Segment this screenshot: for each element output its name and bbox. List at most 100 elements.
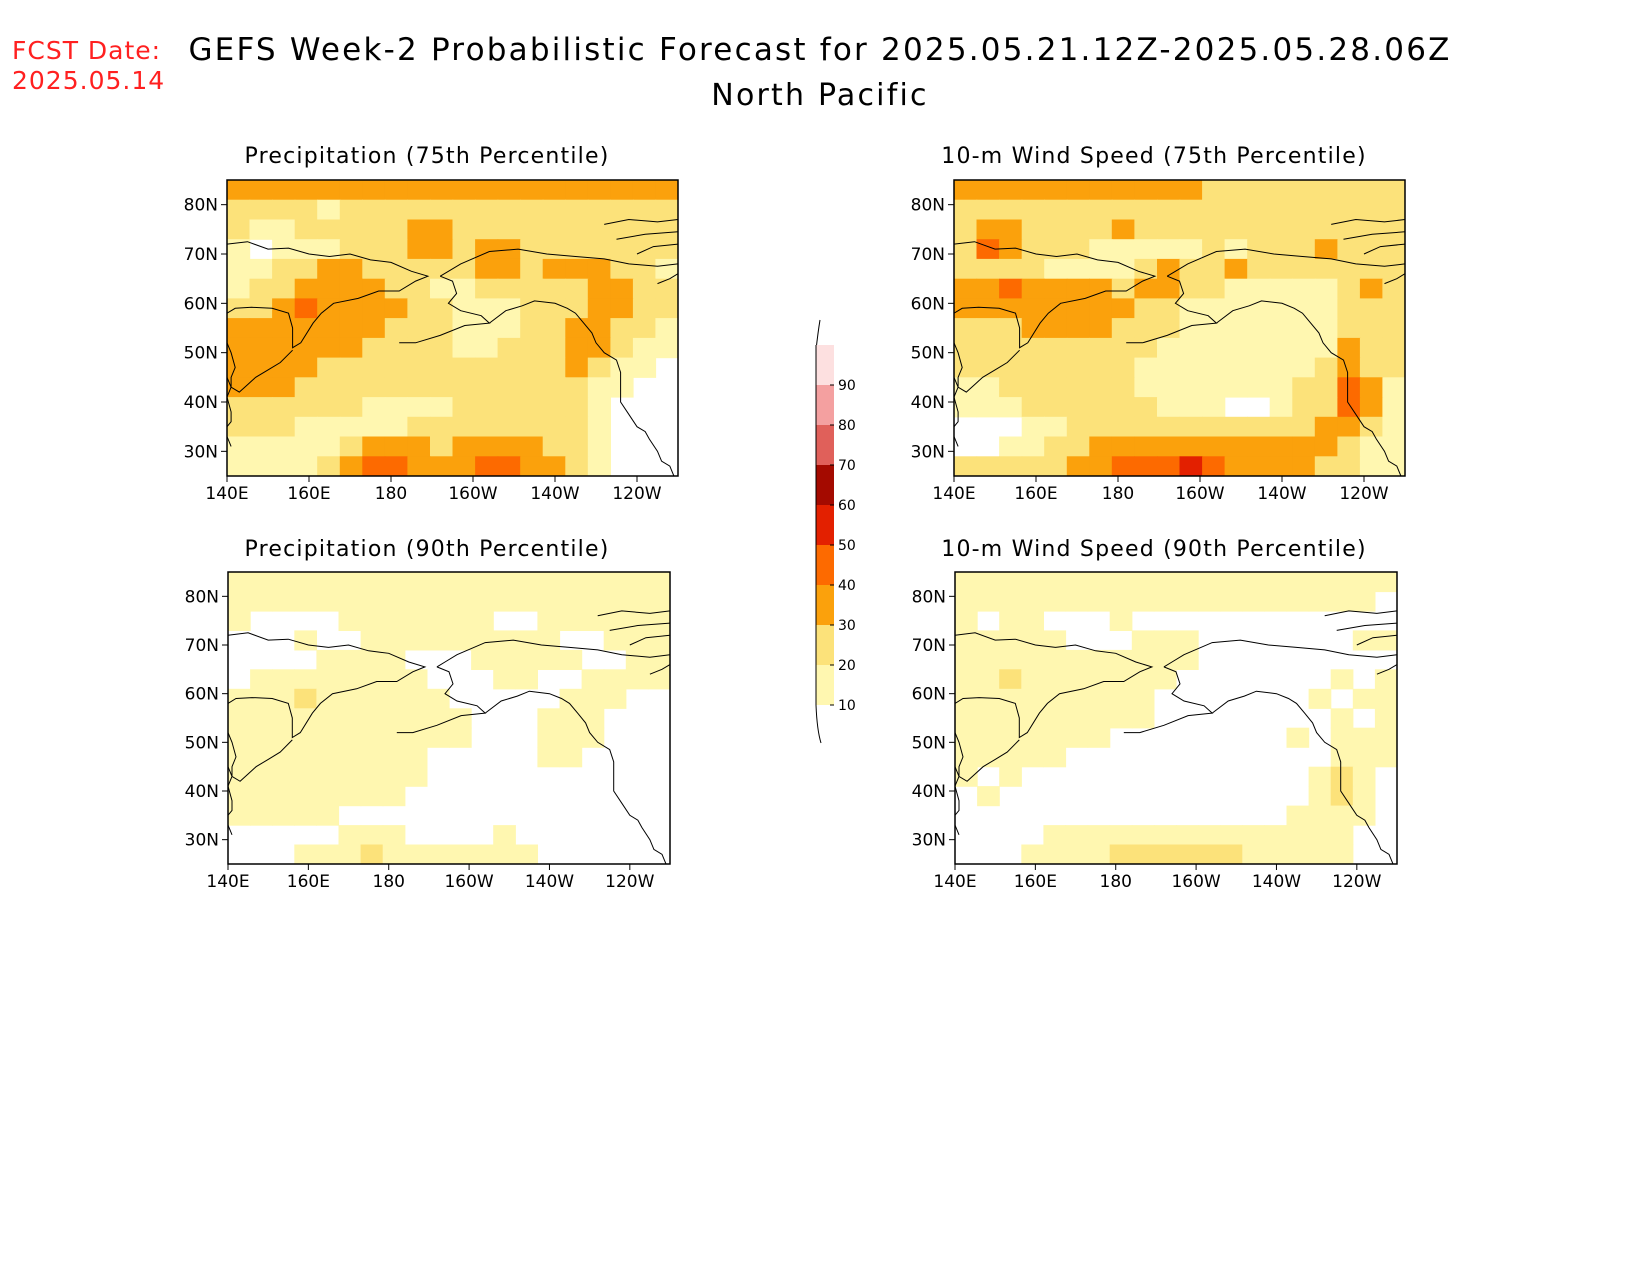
- field-cell: [362, 436, 386, 457]
- field-cell: [565, 278, 589, 299]
- field-cell: [1021, 377, 1045, 398]
- field-cell: [407, 436, 431, 457]
- field-cell: [1292, 397, 1316, 418]
- field-cell: [1021, 180, 1045, 201]
- lat-tick-label: 30N: [185, 831, 219, 851]
- field-cell: [542, 258, 566, 280]
- field-cell: [1134, 436, 1158, 457]
- field-cell: [360, 688, 384, 709]
- field-cell: [999, 630, 1022, 651]
- field-cell: [537, 747, 561, 768]
- field-cell: [362, 377, 386, 398]
- field-cell: [294, 844, 317, 864]
- field-cell: [338, 844, 362, 864]
- colorbar-tick-label: 40: [838, 578, 856, 594]
- field-cell: [1021, 688, 1044, 709]
- field-cell: [1021, 278, 1045, 299]
- field-cell: [497, 337, 521, 359]
- field-cell: [1153, 669, 1177, 690]
- field-cell: [1202, 239, 1226, 260]
- field-cell: [1111, 456, 1135, 476]
- field-cell: [632, 337, 657, 359]
- field-cell: [1066, 456, 1090, 476]
- field-cell: [1247, 199, 1271, 220]
- field-cell: [610, 377, 634, 398]
- field-cell: [999, 610, 1022, 631]
- panel-title-precip-75: Precipitation (75th Percentile): [244, 144, 610, 169]
- field-cell: [999, 688, 1022, 709]
- field-cell: [1292, 318, 1316, 339]
- field-cell: [1111, 436, 1135, 457]
- forecast-date-label: FCST Date: 2025.05.14: [12, 36, 165, 96]
- field-cell: [515, 649, 538, 670]
- field-cell: [1089, 258, 1113, 280]
- field-cell: [1198, 825, 1221, 846]
- field-cell: [294, 278, 318, 299]
- field-cell: [976, 278, 1000, 299]
- field-cell: [317, 199, 341, 220]
- field-cell: [1382, 357, 1405, 378]
- field-cell: [632, 219, 657, 240]
- field-cell: [249, 416, 273, 438]
- field-cell: [249, 337, 273, 359]
- field-cell: [272, 377, 296, 398]
- colorbar-tick-label: 10: [838, 698, 856, 714]
- field-cell: [1337, 258, 1361, 280]
- field-cell: [1021, 844, 1044, 864]
- field-cell: [404, 844, 428, 864]
- field-cell: [1352, 630, 1376, 651]
- field-cell: [1179, 298, 1203, 319]
- field-cell: [1352, 766, 1376, 787]
- lon-tick-label: 120W: [612, 484, 661, 504]
- field-cell: [475, 397, 499, 418]
- lat-tick-label: 60N: [185, 685, 219, 705]
- field-cell: [250, 591, 273, 612]
- field-cell: [339, 278, 363, 299]
- field-cell: [999, 318, 1023, 339]
- field-cell: [520, 337, 544, 359]
- field-cell: [999, 436, 1023, 457]
- field-cell: [316, 572, 340, 593]
- field-cell: [976, 337, 1000, 359]
- colorbar: 10 20 30 40 50 60 70 80 90: [815, 319, 856, 744]
- field-cell: [610, 199, 634, 220]
- field-cell: [1157, 258, 1181, 280]
- field-cell: [1224, 357, 1248, 378]
- field-cell: [537, 727, 561, 748]
- field-cell: [1089, 397, 1113, 418]
- field-cell: [515, 844, 538, 864]
- field-cell: [1044, 278, 1068, 299]
- field-cell: [1089, 219, 1113, 240]
- field-cell: [360, 610, 384, 631]
- field-cell: [999, 219, 1023, 240]
- field-cell: [1374, 727, 1397, 748]
- lon-tick-label: 160E: [1014, 872, 1057, 892]
- field-cell: [520, 239, 544, 260]
- field-cell: [430, 456, 454, 476]
- field-cell: [1043, 630, 1067, 651]
- field-cell: [1021, 199, 1045, 220]
- field-cell: [294, 747, 317, 768]
- field-cell: [542, 456, 566, 476]
- field-cell: [272, 278, 296, 299]
- field-cell: [338, 708, 362, 729]
- coastline: [955, 610, 1397, 864]
- field-cell: [362, 219, 386, 240]
- field-cell: [1157, 239, 1181, 260]
- field-cell: [1066, 377, 1090, 398]
- field-cell: [1134, 337, 1158, 359]
- field-cell: [452, 318, 476, 339]
- field-cell: [1153, 572, 1177, 593]
- field-cell: [1131, 825, 1155, 846]
- field-cell: [520, 377, 544, 398]
- field-cell: [1242, 591, 1265, 612]
- field-cell: [1202, 298, 1226, 319]
- field-cell: [452, 456, 476, 476]
- field-cell: [1224, 377, 1248, 398]
- field-cell: [452, 357, 476, 378]
- field-cell: [1021, 337, 1045, 359]
- field-cell: [515, 591, 538, 612]
- field-cell: [542, 239, 566, 260]
- field-cell: [1066, 298, 1090, 319]
- field-cell: [362, 298, 386, 319]
